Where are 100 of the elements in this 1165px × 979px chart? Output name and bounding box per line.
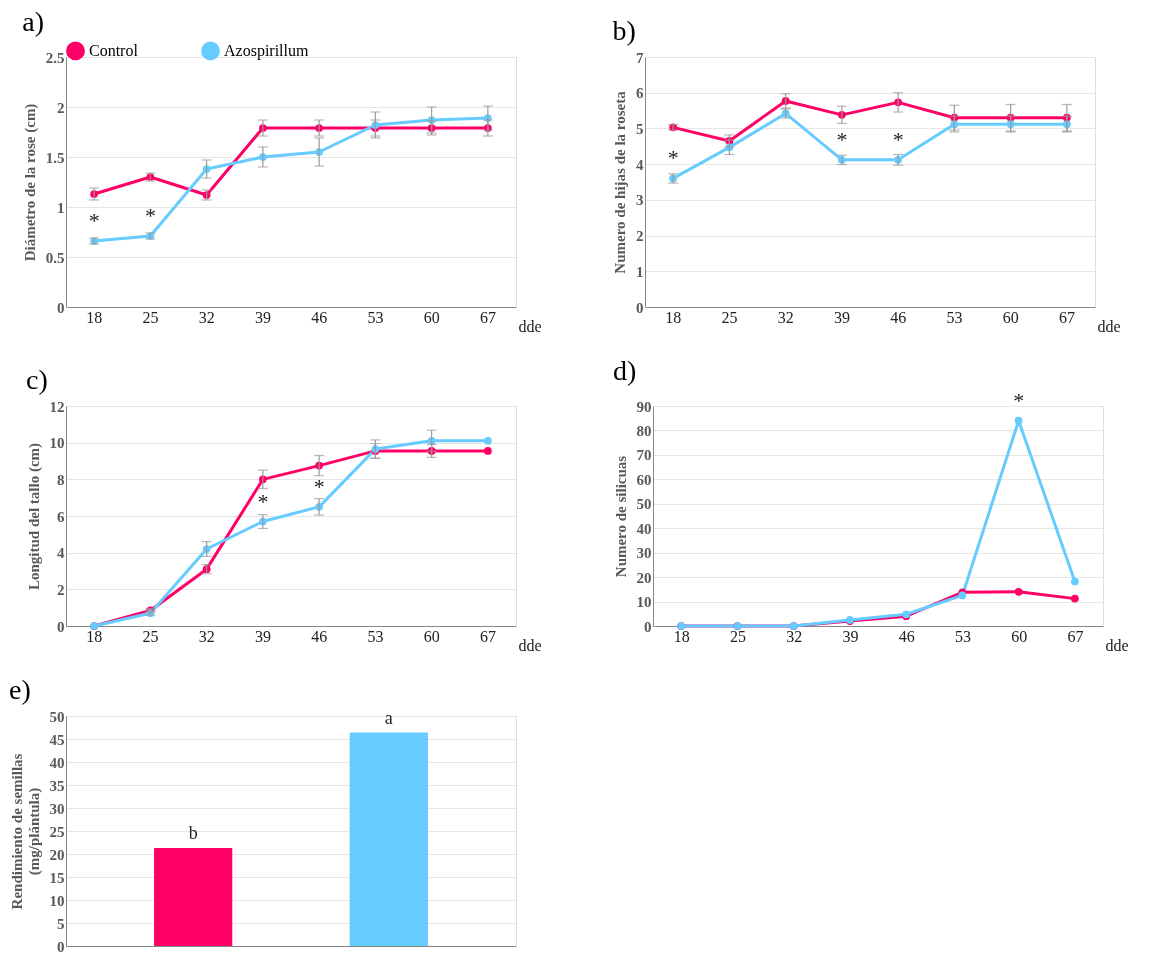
x-tick-label: 25 — [729, 627, 746, 645]
x-axis-title: dde — [1105, 636, 1129, 654]
x-axis-title: dde — [518, 636, 542, 654]
y-tick-label: 35 — [49, 777, 65, 794]
x-tick-label: 32 — [786, 627, 803, 645]
x-tick-label: 46 — [311, 308, 328, 326]
x-tick-label: 25 — [142, 627, 159, 645]
x-tick-label: 60 — [423, 627, 440, 645]
y-tick-label: 0 — [57, 618, 65, 635]
y-tick-label: 1 — [57, 199, 65, 216]
y-tick-label: 10 — [49, 435, 65, 452]
x-tick-label: 39 — [254, 627, 271, 645]
y-tick-label: 7 — [636, 49, 644, 66]
x-tick-label: 53 — [367, 308, 384, 326]
y-tick-label: 8 — [57, 471, 65, 488]
x-axis-title: dde — [518, 317, 542, 335]
y-tick-label: 70 — [636, 447, 652, 464]
annotation: * — [88, 208, 100, 233]
y-tick-label: 5 — [636, 120, 644, 137]
y-tick-label: 80 — [636, 422, 652, 439]
x-tick-label: 67 — [479, 308, 496, 326]
x-tick-label: 39 — [842, 627, 859, 645]
y-tick-label: 6 — [636, 85, 644, 102]
y-tick-label: 6 — [57, 508, 65, 525]
y-tick-label: 4 — [57, 545, 65, 562]
y-tick-label: 45 — [49, 731, 65, 748]
y-tick-label: 4 — [636, 156, 644, 173]
y-tick-label: 50 — [49, 708, 65, 725]
x-tick-label: 18 — [665, 308, 682, 326]
y-axis-title: Numero de hijas de la roseta — [612, 90, 628, 274]
chart-title: e) — [9, 674, 31, 705]
y-tick-label: 30 — [636, 545, 652, 562]
x-tick-label: 18 — [86, 308, 103, 326]
annotation: * — [892, 126, 904, 152]
y-tick-label: 2 — [636, 228, 644, 245]
y-tick-label: 3 — [636, 192, 644, 209]
x-tick-label: 18 — [86, 627, 103, 645]
x-tick-label: 39 — [833, 308, 850, 326]
y-tick-label: 0 — [57, 938, 65, 955]
x-tick-label: 32 — [198, 308, 215, 326]
y-tick-label: 2 — [57, 581, 65, 598]
y-tick-label: 1.5 — [45, 149, 65, 166]
annotation: * — [836, 126, 848, 152]
y-axis-title: Numero de silicuas — [612, 455, 629, 578]
x-tick-label: 60 — [1002, 308, 1019, 326]
x-tick-label: 60 — [1011, 627, 1028, 645]
x-tick-label: 39 — [254, 308, 271, 326]
x-axis-title: dde — [1097, 317, 1121, 335]
chart-title: a) — [22, 6, 45, 37]
x-tick-label: 67 — [1058, 308, 1075, 326]
x-tick-label: 60 — [423, 308, 440, 326]
y-tick-label: 12 — [49, 398, 65, 415]
y-tick-label: 50 — [636, 496, 652, 513]
y-tick-label: 20 — [636, 569, 652, 586]
y-tick-label: 40 — [49, 754, 65, 771]
y-tick-label: 90 — [636, 398, 652, 415]
data-label: b — [188, 823, 198, 844]
chart-title: d) — [613, 354, 637, 386]
x-tick-label: 32 — [198, 627, 215, 645]
x-tick-label: 46 — [311, 627, 328, 645]
x-tick-label: 53 — [367, 627, 384, 645]
annotation: * — [257, 488, 269, 514]
x-tick-label: 67 — [479, 627, 496, 645]
y-tick-label: 5 — [57, 915, 65, 932]
chart-title: b) — [612, 15, 636, 46]
y-tick-label: 10 — [636, 594, 652, 611]
y-tick-label: 25 — [49, 823, 65, 840]
x-tick-label: 25 — [721, 308, 738, 326]
y-tick-label: 0 — [57, 299, 65, 316]
y-axis-title: Diámetro de la rose (cm) — [21, 103, 39, 262]
x-tick-label: 46 — [890, 308, 907, 326]
x-tick-label: 46 — [898, 627, 915, 645]
y-tick-label: 30 — [49, 800, 65, 817]
legend-label: Azospirillum — [224, 41, 309, 60]
x-tick-label: 32 — [777, 308, 794, 326]
x-tick-label: 67 — [1067, 627, 1084, 645]
data-label: a — [384, 707, 393, 728]
y-tick-label: 20 — [49, 846, 65, 863]
annotation: * — [1013, 387, 1025, 413]
y-tick-label: 0 — [636, 299, 644, 316]
y-tick-label: 0.5 — [45, 249, 65, 266]
y-tick-label: 1 — [636, 263, 644, 280]
y-tick-label: 2 — [57, 99, 65, 116]
y-tick-label: 15 — [49, 869, 65, 886]
y-axis-title: Rendimiento de semillas (mg/plántula) — [8, 753, 43, 910]
annotation: * — [667, 145, 679, 171]
y-axis-title: Longitud del tallo (cm) — [25, 442, 43, 591]
y-tick-label: 60 — [636, 471, 652, 488]
chart-title: c) — [26, 364, 48, 395]
y-tick-label: 40 — [636, 520, 652, 537]
y-tick-label: 10 — [49, 892, 65, 909]
legend-label: Control — [89, 41, 139, 59]
x-tick-label: 53 — [954, 627, 971, 645]
annotation: * — [144, 203, 156, 228]
y-tick-label: 2.5 — [45, 49, 65, 66]
x-tick-label: 25 — [142, 308, 159, 326]
x-tick-label: 53 — [946, 308, 963, 326]
y-tick-label: 0 — [644, 618, 652, 635]
x-tick-label: 18 — [673, 627, 690, 645]
annotation: * — [313, 473, 325, 499]
